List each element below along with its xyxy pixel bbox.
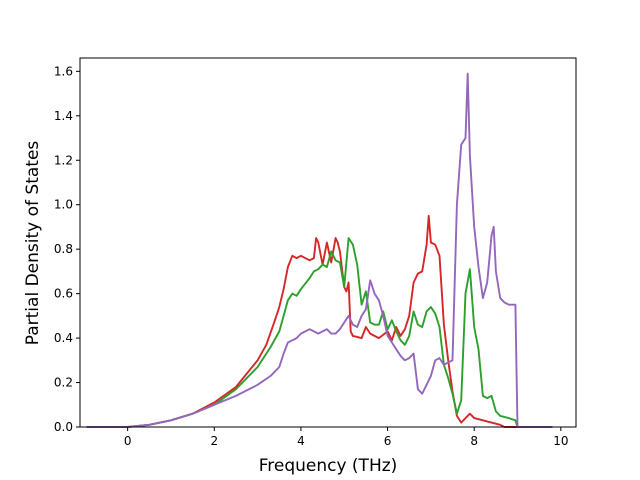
series-line-3 (86, 72, 553, 428)
y-tick-label: 1.2 (54, 153, 73, 167)
y-axis-label: Partial Density of States (23, 141, 43, 346)
y-tick-label: 1.6 (54, 64, 73, 78)
y-tick-label: 0.2 (54, 376, 73, 390)
x-tick-label: 8 (470, 434, 478, 448)
y-tick-label: 1.0 (54, 198, 73, 212)
series-layer (86, 72, 553, 428)
axes-layer: 0 2 4 6 8 10 0.0 0.2 0.4 0.6 0.8 1.0 1.2 1.4 1.6 (54, 57, 577, 448)
axes-frame (79, 57, 577, 428)
y-tick-label: 0.0 (54, 420, 73, 434)
y-tick-label: 0.6 (54, 287, 73, 301)
y-tick-label: 1.4 (54, 109, 73, 123)
y-tick-label: 0.8 (54, 242, 73, 256)
x-tick-label: 2 (210, 434, 218, 448)
x-tick-label: 6 (384, 434, 392, 448)
x-axis-label: Frequency (THz) (259, 456, 398, 476)
x-tick-label: 0 (124, 434, 132, 448)
y-tick-label: 0.4 (54, 331, 73, 345)
series-line-2 (86, 237, 553, 428)
x-tick-label: 4 (297, 434, 305, 448)
x-tick-label: 10 (553, 434, 568, 448)
